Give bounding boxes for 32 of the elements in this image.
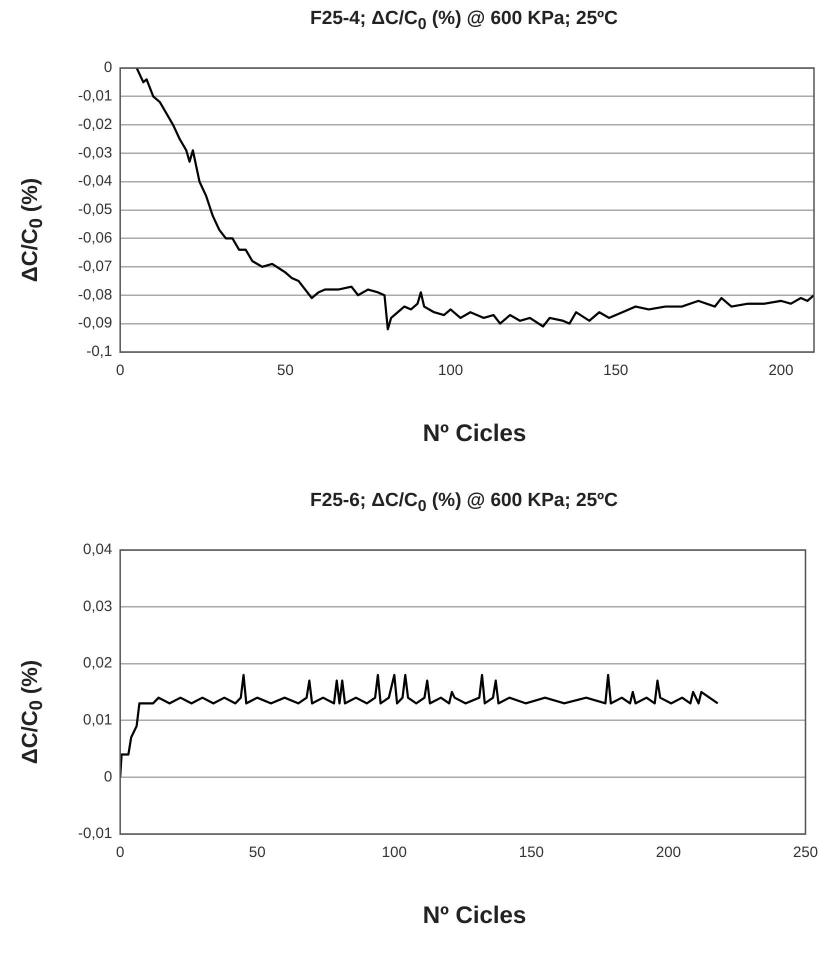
x-axis-title: Nº Cicles [422, 420, 528, 448]
x-tick-label: 200 [656, 844, 681, 862]
x-tick-label: 100 [382, 844, 407, 862]
y-tick-label: -0,04 [78, 172, 112, 190]
y-tick-label: 0,03 [82, 598, 112, 615]
y-tick-label: -0,02 [78, 116, 112, 133]
y-tick-label: -0,05 [78, 201, 112, 218]
y-tick-label: -0,08 [78, 286, 112, 304]
x-tick-label: 0 [116, 844, 124, 862]
x-tick-label: 0 [116, 362, 124, 380]
x-tick-label: 50 [248, 844, 266, 862]
y-tick-label: -0,03 [78, 144, 112, 162]
x-tick-label: 200 [768, 362, 794, 380]
y-tick-label: 0,02 [82, 654, 112, 672]
chart-title: F25-4; ΔC/C$_{0}$ (%) @ 600 KPa; 25ºC [309, 8, 619, 34]
y-tick-label: -0,01 [78, 825, 112, 842]
x-tick-label: 150 [603, 362, 628, 380]
y-tick-label: 0 [104, 768, 112, 786]
x-tick-label: 100 [438, 362, 464, 380]
y-tick-label: -0,01 [78, 88, 112, 105]
y-tick-label: -0,09 [78, 314, 112, 332]
y-tick-label: 0,01 [82, 712, 112, 729]
y-tick-label: -0,1 [86, 343, 112, 360]
x-tick-label: 250 [792, 844, 818, 862]
y-tick-label: 0 [104, 59, 112, 76]
x-axis-title: Nº Cicles [422, 902, 528, 930]
y-tick-label: -0,07 [78, 258, 112, 275]
x-tick-label: 150 [518, 844, 544, 862]
y-tick-label: 0,04 [82, 541, 112, 558]
x-tick-label: 50 [277, 362, 294, 380]
y-tick-label: -0,06 [78, 230, 112, 247]
chart-title: F25-6; ΔC/C$_{0}$ (%) @ 600 KPa; 25ºC [309, 490, 619, 516]
